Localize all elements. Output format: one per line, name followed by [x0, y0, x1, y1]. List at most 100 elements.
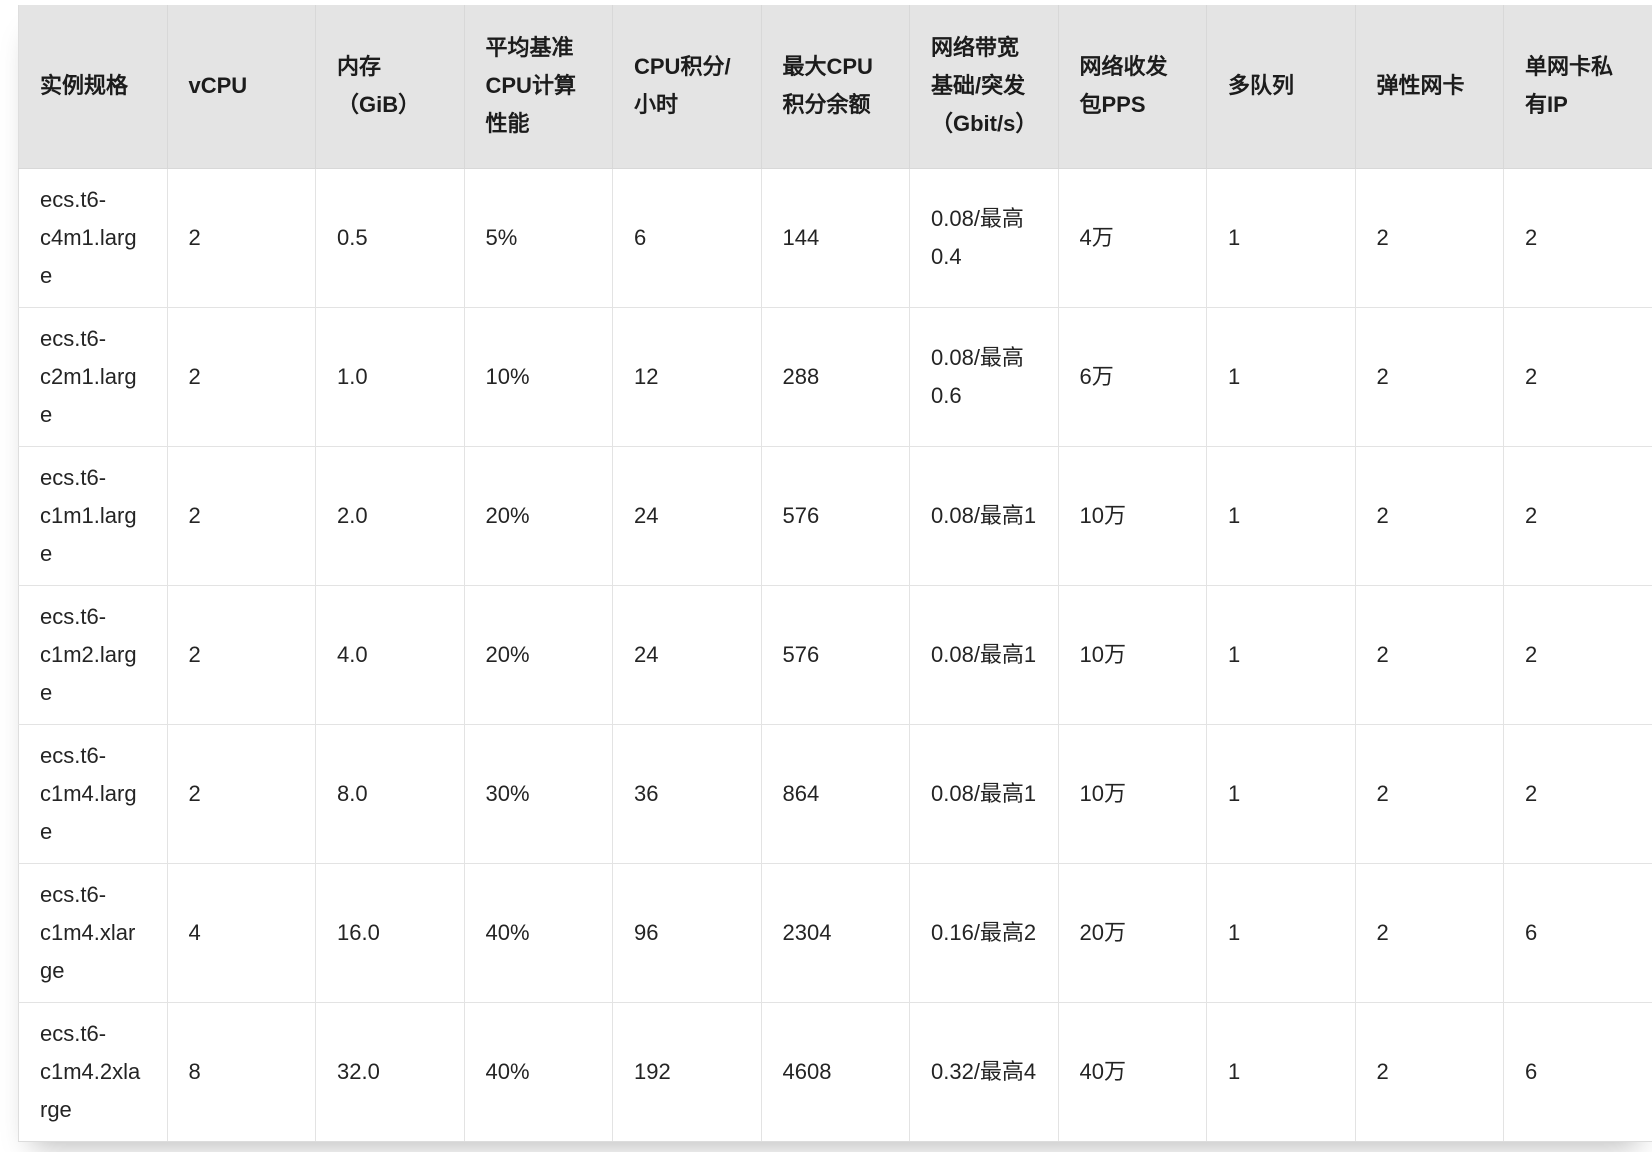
table-body: ecs.t6-c4m1.large 2 0.5 5% 6 144 0.08/最高… [18, 167, 1652, 1142]
cell-max-cpu-credit-balance: 4608 [760, 1001, 910, 1142]
cell-private-ip-per-eni: 6 [1503, 862, 1652, 1003]
cell-network-pps: 20万 [1057, 862, 1207, 1003]
cell-eni-count: 2 [1354, 1001, 1504, 1142]
col-header-network-pps: 网络收发包PPS [1057, 5, 1207, 169]
cell-avg-baseline-cpu-performance: 10% [463, 306, 613, 447]
cell-multi-queue: 1 [1206, 306, 1356, 447]
instance-spec-table-container: 实例规格 vCPU 内存（GiB） 平均基准CPU计算性能 CPU积分/小时 最… [18, 5, 1652, 1142]
table-row: ecs.t6-c1m1.large 2 2.0 20% 24 576 0.08/… [18, 445, 1652, 586]
cell-vcpu: 2 [166, 167, 316, 308]
cell-memory-gib: 0.5 [315, 167, 465, 308]
cell-network-pps: 10万 [1057, 584, 1207, 725]
cell-instance-spec: ecs.t6-c1m2.large [18, 584, 168, 725]
cell-multi-queue: 1 [1206, 167, 1356, 308]
cell-max-cpu-credit-balance: 288 [760, 306, 910, 447]
col-header-network-bandwidth-base-burst: 网络带宽基础/突发（Gbit/s） [909, 5, 1059, 169]
cell-cpu-credits-per-hour: 24 [612, 584, 762, 725]
cell-memory-gib: 16.0 [315, 862, 465, 1003]
cell-max-cpu-credit-balance: 2304 [760, 862, 910, 1003]
cell-avg-baseline-cpu-performance: 5% [463, 167, 613, 308]
cell-cpu-credits-per-hour: 6 [612, 167, 762, 308]
cell-network-bandwidth-base-burst: 0.08/最高0.6 [909, 306, 1059, 447]
cell-eni-count: 2 [1354, 584, 1504, 725]
cell-eni-count: 2 [1354, 445, 1504, 586]
cell-memory-gib: 8.0 [315, 723, 465, 864]
cell-avg-baseline-cpu-performance: 20% [463, 445, 613, 586]
cell-memory-gib: 4.0 [315, 584, 465, 725]
cell-memory-gib: 2.0 [315, 445, 465, 586]
cell-cpu-credits-per-hour: 12 [612, 306, 762, 447]
cell-multi-queue: 1 [1206, 584, 1356, 725]
cell-private-ip-per-eni: 2 [1503, 584, 1652, 725]
cell-vcpu: 4 [166, 862, 316, 1003]
cell-network-bandwidth-base-burst: 0.08/最高1 [909, 723, 1059, 864]
col-header-eni-count: 弹性网卡 [1354, 5, 1504, 169]
cell-instance-spec: ecs.t6-c2m1.large [18, 306, 168, 447]
cell-network-bandwidth-base-burst: 0.08/最高1 [909, 445, 1059, 586]
table-row: ecs.t6-c2m1.large 2 1.0 10% 12 288 0.08/… [18, 306, 1652, 447]
cell-eni-count: 2 [1354, 306, 1504, 447]
cell-network-bandwidth-base-burst: 0.08/最高1 [909, 584, 1059, 725]
cell-vcpu: 2 [166, 584, 316, 725]
cell-max-cpu-credit-balance: 576 [760, 584, 910, 725]
cell-multi-queue: 1 [1206, 862, 1356, 1003]
cell-memory-gib: 32.0 [315, 1001, 465, 1142]
cell-instance-spec: ecs.t6-c1m4.2xlarge [18, 1001, 168, 1142]
header-row: 实例规格 vCPU 内存（GiB） 平均基准CPU计算性能 CPU积分/小时 最… [18, 5, 1652, 169]
col-header-cpu-credits-per-hour: CPU积分/小时 [612, 5, 762, 169]
cell-cpu-credits-per-hour: 192 [612, 1001, 762, 1142]
cell-avg-baseline-cpu-performance: 30% [463, 723, 613, 864]
col-header-memory-gib: 内存（GiB） [315, 5, 465, 169]
col-header-instance-spec: 实例规格 [18, 5, 168, 169]
cell-network-pps: 10万 [1057, 723, 1207, 864]
cell-network-bandwidth-base-burst: 0.08/最高0.4 [909, 167, 1059, 308]
instance-spec-table: 实例规格 vCPU 内存（GiB） 平均基准CPU计算性能 CPU积分/小时 最… [18, 5, 1652, 1142]
cell-multi-queue: 1 [1206, 723, 1356, 864]
cell-private-ip-per-eni: 2 [1503, 167, 1652, 308]
table-row: ecs.t6-c1m4.large 2 8.0 30% 36 864 0.08/… [18, 723, 1652, 864]
cell-network-bandwidth-base-burst: 0.16/最高2 [909, 862, 1059, 1003]
cell-avg-baseline-cpu-performance: 20% [463, 584, 613, 725]
cell-eni-count: 2 [1354, 723, 1504, 864]
col-header-avg-baseline-cpu-performance: 平均基准CPU计算性能 [463, 5, 613, 169]
cell-eni-count: 2 [1354, 167, 1504, 308]
cell-cpu-credits-per-hour: 24 [612, 445, 762, 586]
cell-vcpu: 2 [166, 306, 316, 447]
cell-avg-baseline-cpu-performance: 40% [463, 862, 613, 1003]
cell-avg-baseline-cpu-performance: 40% [463, 1001, 613, 1142]
cell-network-bandwidth-base-burst: 0.32/最高4 [909, 1001, 1059, 1142]
cell-eni-count: 2 [1354, 862, 1504, 1003]
col-header-multi-queue: 多队列 [1206, 5, 1356, 169]
cell-network-pps: 10万 [1057, 445, 1207, 586]
table-row: ecs.t6-c4m1.large 2 0.5 5% 6 144 0.08/最高… [18, 167, 1652, 308]
cell-max-cpu-credit-balance: 144 [760, 167, 910, 308]
cell-instance-spec: ecs.t6-c4m1.large [18, 167, 168, 308]
cell-memory-gib: 1.0 [315, 306, 465, 447]
cell-vcpu: 2 [166, 445, 316, 586]
cell-cpu-credits-per-hour: 36 [612, 723, 762, 864]
cell-network-pps: 6万 [1057, 306, 1207, 447]
cell-private-ip-per-eni: 2 [1503, 306, 1652, 447]
col-header-private-ip-per-eni: 单网卡私有IP [1503, 5, 1652, 169]
table-header: 实例规格 vCPU 内存（GiB） 平均基准CPU计算性能 CPU积分/小时 最… [18, 5, 1652, 169]
cell-instance-spec: ecs.t6-c1m4.large [18, 723, 168, 864]
cell-max-cpu-credit-balance: 864 [760, 723, 910, 864]
cell-max-cpu-credit-balance: 576 [760, 445, 910, 586]
cell-multi-queue: 1 [1206, 1001, 1356, 1142]
table-row: ecs.t6-c1m4.xlarge 4 16.0 40% 96 2304 0.… [18, 862, 1652, 1003]
col-header-vcpu: vCPU [166, 5, 316, 169]
cell-instance-spec: ecs.t6-c1m1.large [18, 445, 168, 586]
cell-vcpu: 8 [166, 1001, 316, 1142]
cell-private-ip-per-eni: 2 [1503, 723, 1652, 864]
cell-multi-queue: 1 [1206, 445, 1356, 586]
cell-instance-spec: ecs.t6-c1m4.xlarge [18, 862, 168, 1003]
cell-cpu-credits-per-hour: 96 [612, 862, 762, 1003]
cell-vcpu: 2 [166, 723, 316, 864]
cell-private-ip-per-eni: 2 [1503, 445, 1652, 586]
table-row: ecs.t6-c1m2.large 2 4.0 20% 24 576 0.08/… [18, 584, 1652, 725]
cell-private-ip-per-eni: 6 [1503, 1001, 1652, 1142]
cell-network-pps: 40万 [1057, 1001, 1207, 1142]
col-header-max-cpu-credit-balance: 最大CPU积分余额 [760, 5, 910, 169]
cell-network-pps: 4万 [1057, 167, 1207, 308]
table-row: ecs.t6-c1m4.2xlarge 8 32.0 40% 192 4608 … [18, 1001, 1652, 1142]
